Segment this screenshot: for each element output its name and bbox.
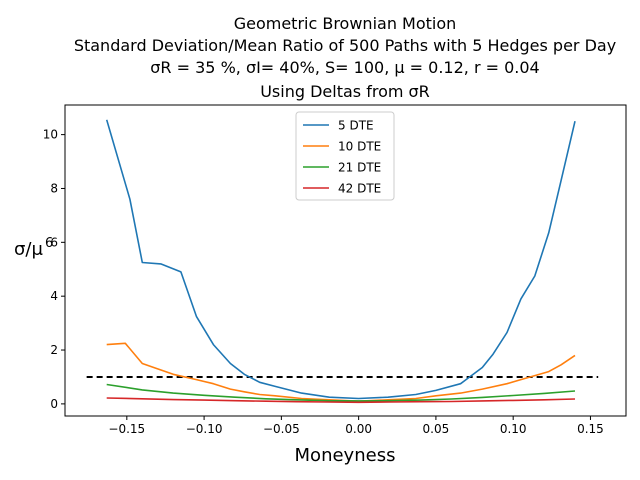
- y-axis-ticks: 0 2 4 6 8 10: [43, 128, 65, 411]
- y-tick-label: 0: [50, 397, 58, 411]
- title-line-4: Using Deltas from σR: [260, 82, 430, 101]
- series-line-42-dte: [106, 397, 576, 404]
- legend-box: [295, 111, 395, 201]
- x-axis-ticks: −0.15 −0.10 −0.05 0.00 0.05 0.10 0.15: [108, 416, 604, 436]
- legend-label: 10 DTE: [338, 140, 381, 154]
- title-line-1: Geometric Brownian Motion: [234, 14, 457, 33]
- x-tick-label: −0.05: [263, 422, 300, 436]
- title-line-3: σR = 35 %, σI= 40%, S= 100, μ = 0.12, r …: [150, 58, 539, 77]
- series-line-5-dte: [105, 119, 576, 400]
- series-lines: [105, 119, 576, 404]
- legend-label: 42 DTE: [338, 182, 381, 196]
- x-tick-label: 0.10: [500, 422, 527, 436]
- y-tick-label: 8: [50, 181, 58, 195]
- legend: 5 DTE 10 DTE 21 DTE 42 DTE: [295, 111, 395, 201]
- chart-title: Geometric Brownian Motion Standard Devia…: [74, 14, 616, 101]
- x-tick-label: 0.15: [577, 422, 604, 436]
- y-axis-label: σ/μ 6: [14, 236, 53, 260]
- y-tick-label: 4: [50, 289, 58, 303]
- y-axis-label-superscript: 6: [45, 236, 53, 251]
- y-tick-label: 6: [50, 235, 58, 249]
- series-line-21-dte: [106, 383, 576, 402]
- axes-frame: [64, 104, 627, 417]
- legend-label: 21 DTE: [338, 161, 381, 175]
- series-line-10-dte: [106, 342, 576, 403]
- x-tick-label: −0.15: [108, 422, 145, 436]
- x-tick-label: 0.00: [345, 422, 372, 436]
- legend-label: 5 DTE: [338, 119, 374, 133]
- x-tick-label: 0.05: [423, 422, 450, 436]
- y-axis-label-text: σ/μ: [14, 239, 43, 260]
- y-tick-label: 2: [50, 343, 58, 357]
- x-tick-label: −0.10: [186, 422, 223, 436]
- y-tick-label: 10: [43, 128, 58, 142]
- x-axis-label: Moneyness: [295, 445, 396, 466]
- title-line-2: Standard Deviation/Mean Ratio of 500 Pat…: [74, 36, 616, 55]
